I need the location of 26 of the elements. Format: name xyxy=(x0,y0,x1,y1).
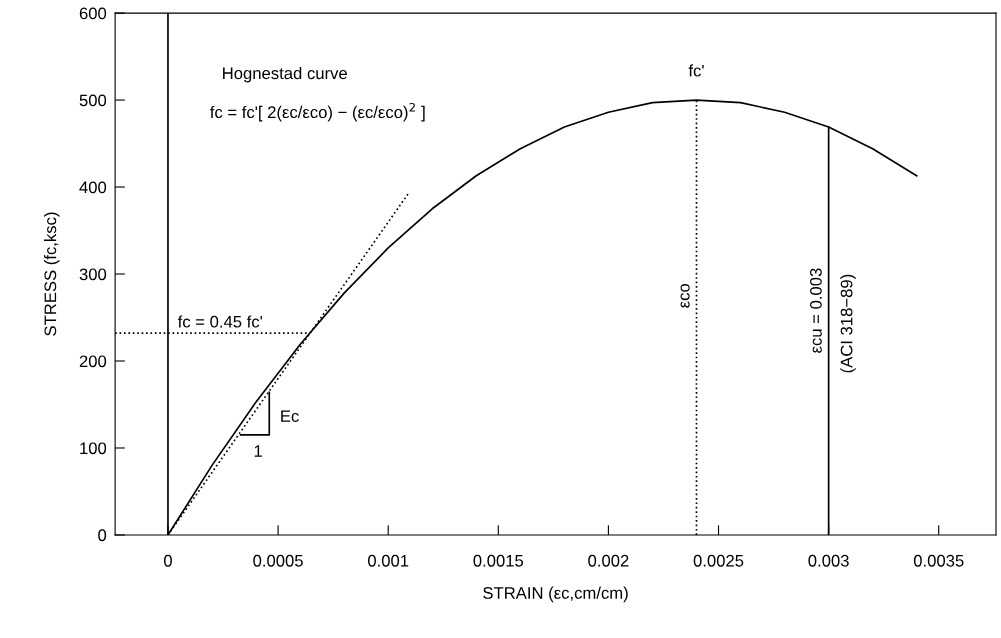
y-tick-label: 300 xyxy=(79,268,107,281)
y-tick-label: 400 xyxy=(79,181,107,194)
x-tick-label: 0.002 xyxy=(588,554,629,567)
ref-line-label: εco xyxy=(680,283,690,308)
annotation: Hognestad curve xyxy=(223,66,347,83)
annotation: fc = 0.45 fc' xyxy=(177,315,262,328)
x-axis-title: STRAIN (εc,cm/cm) xyxy=(483,586,628,603)
y-tick-label: 600 xyxy=(79,7,107,20)
y-tick-label: 200 xyxy=(79,355,107,368)
annotation: 1 xyxy=(254,445,262,457)
x-tick-label: 0 xyxy=(163,554,172,567)
x-tick-label: 0.0005 xyxy=(253,554,303,567)
x-tick-label: 0.001 xyxy=(367,554,409,567)
y-tick-label: 0 xyxy=(98,529,107,542)
ref-line-label: εcu = 0.003 xyxy=(810,268,822,353)
x-tick-label: 0.0035 xyxy=(913,554,964,567)
annotation: fc' xyxy=(688,64,704,77)
x-tick-label: 0.0025 xyxy=(693,554,744,567)
annotation: fc = fc'[ 2(εc/εco) − (εc/εco)$^{2}$ ] xyxy=(210,102,425,122)
x-tick-label: 0.003 xyxy=(808,554,849,567)
y-axis-title: STRESS (fc,ksc) xyxy=(44,212,60,336)
annotation: Ec xyxy=(281,410,299,423)
y-tick-label: 500 xyxy=(79,94,107,107)
y-tick-label: 100 xyxy=(80,442,107,455)
annotation: (ACI 318−89) xyxy=(840,274,856,373)
x-tick-label: 0.0015 xyxy=(473,554,524,567)
